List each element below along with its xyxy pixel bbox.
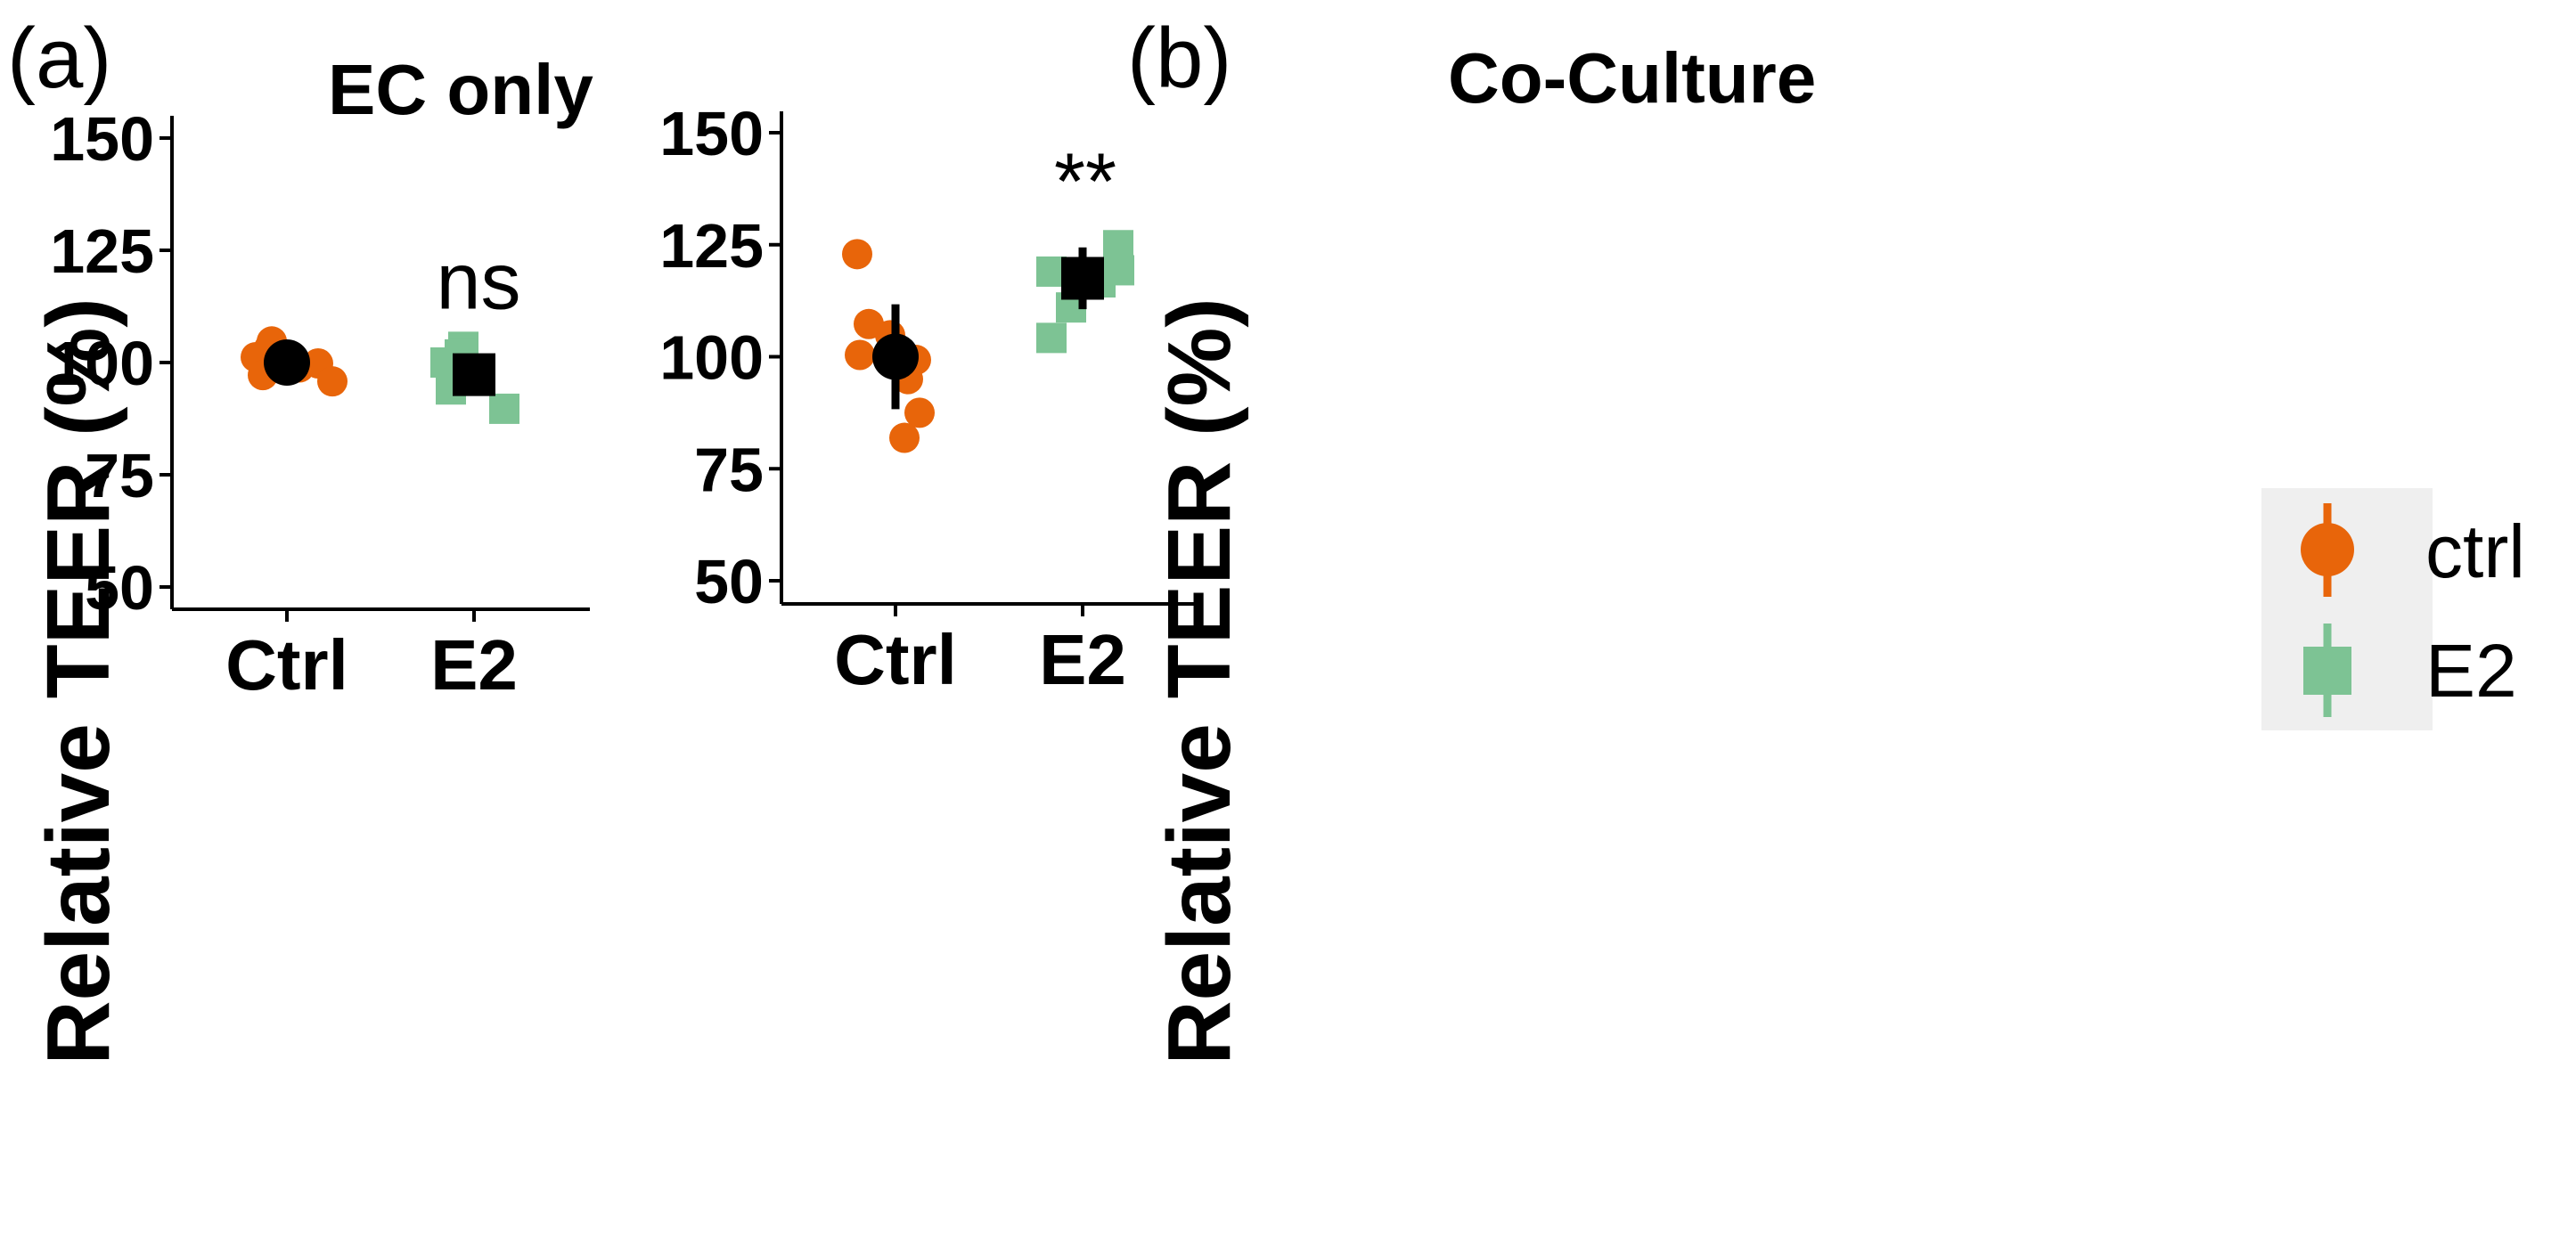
y-tick-label: 125 — [659, 211, 764, 281]
mean-marker-e2 — [453, 353, 495, 396]
legend-ctrl-label: ctrl — [2425, 509, 2525, 593]
legend: ctrl E2 — [2261, 488, 2525, 730]
panel-a-label: (a) — [7, 11, 111, 106]
panel-a-title: EC only — [328, 50, 593, 129]
mean-marker-ctrl — [872, 333, 919, 380]
y-tick-label: 50 — [85, 553, 154, 623]
legend-item-ctrl: ctrl — [2301, 503, 2525, 597]
y-tick-label: 50 — [694, 547, 764, 616]
significance-annotation: ** — [1054, 137, 1116, 226]
legend-e2-marker — [2303, 647, 2351, 695]
data-point-e2 — [489, 393, 519, 424]
x-tick-label: Ctrl — [834, 620, 957, 699]
x-tick-label: E2 — [430, 625, 518, 705]
panel-a-plot: 50 75 100 125 150 Ctrl E2 ns — [50, 104, 590, 705]
data-point-ctrl — [845, 339, 875, 371]
data-point-ctrl — [889, 422, 920, 453]
significance-annotation: ns — [436, 237, 520, 326]
data-point-e2 — [1036, 322, 1067, 354]
legend-ctrl-marker — [2301, 523, 2354, 576]
panel-a: (a) EC only Relative TEER (%) 50 75 100 125… — [7, 11, 593, 1065]
data-point-ctrl — [317, 366, 348, 397]
panel-b-title: Co-Culture — [1448, 38, 1816, 118]
y-tick-label: 75 — [85, 441, 154, 510]
panel-b: (b) Co-Culture Relative TEER (%) 50 75 100… — [659, 11, 1816, 1065]
data-point-ctrl — [842, 239, 872, 270]
panel-a-ylabel: Relative TEER (%) — [29, 298, 128, 1064]
data-point-e2 — [1104, 255, 1134, 286]
y-tick-label: 125 — [50, 216, 154, 286]
y-tick-label: 75 — [694, 435, 764, 504]
legend-e2-label: E2 — [2425, 629, 2517, 713]
mean-marker-ctrl — [264, 339, 310, 386]
x-tick-label: E2 — [1039, 620, 1126, 699]
mean-marker-e2 — [1061, 257, 1104, 300]
panel-b-label: (b) — [1127, 11, 1231, 106]
y-tick-label: 100 — [659, 323, 764, 393]
legend-item-e2: E2 — [2303, 624, 2517, 717]
panel-b-ylabel: Relative TEER (%) — [1149, 298, 1249, 1064]
y-tick-label: 100 — [50, 329, 154, 398]
panel-b-plot: 50 75 100 125 150 Ctrl E2 ** — [659, 99, 1196, 699]
y-tick-label: 150 — [659, 99, 764, 168]
data-point-ctrl — [904, 397, 935, 428]
y-tick-label: 150 — [50, 104, 154, 174]
x-tick-label: Ctrl — [225, 625, 348, 705]
